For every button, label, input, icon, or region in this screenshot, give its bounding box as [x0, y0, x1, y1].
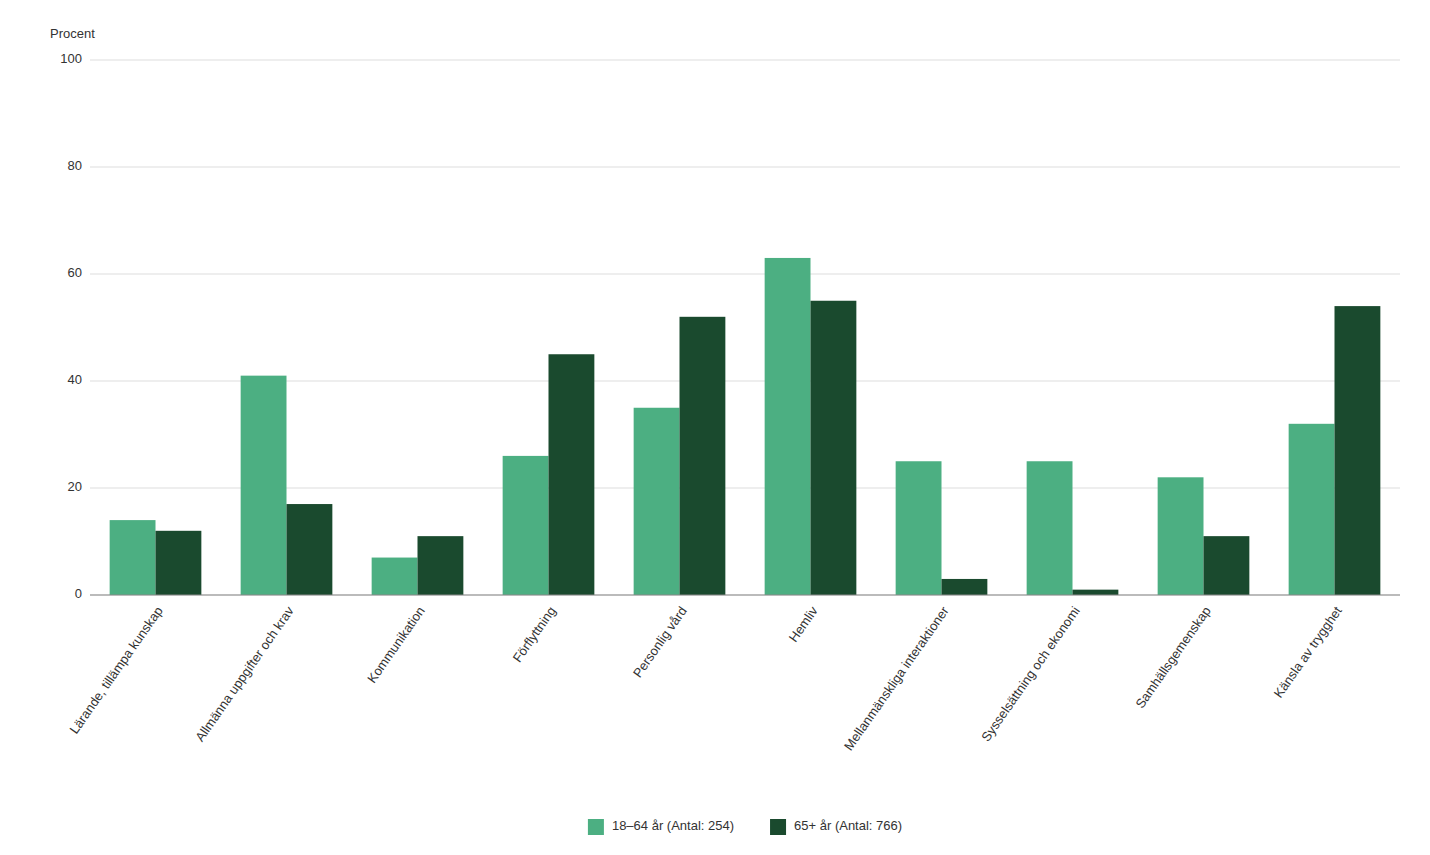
x-tick-label: Hemliv [786, 603, 821, 645]
y-axis-label: Procent [50, 26, 95, 41]
bar [1158, 477, 1204, 595]
bar [811, 301, 857, 595]
bar [765, 258, 811, 595]
x-tick-label: Personlig vård [630, 604, 690, 681]
legend-item: 18–64 år (Antal: 254) [588, 818, 734, 835]
x-tick-label: Mellanmänskliga interaktioner [841, 603, 952, 753]
legend-label: 18–64 år (Antal: 254) [612, 818, 734, 833]
x-tick-label: Känsla av trygghet [1271, 603, 1345, 700]
bar [1027, 461, 1073, 595]
x-tick-label: Kommunikation [364, 604, 428, 686]
page: {"chart_data": {"type": "bar", "y_label"… [0, 0, 1430, 855]
bar [241, 376, 287, 595]
bar [1335, 306, 1381, 595]
bar [156, 531, 202, 595]
grid-line [90, 167, 1400, 168]
bar [1289, 424, 1335, 595]
bar [287, 504, 333, 595]
bar [634, 408, 680, 595]
x-axis: Lärande, tillämpa kunskap Allmänna uppgif… [66, 603, 1345, 753]
y-tick-label: 80 [68, 158, 82, 173]
y-tick-label: 60 [68, 265, 82, 280]
bar [110, 520, 156, 595]
bar [418, 536, 464, 595]
legend-swatch [770, 819, 786, 835]
grid-line [90, 274, 1400, 275]
x-tick-label: Förflyttning [510, 604, 559, 665]
bars [110, 258, 1381, 595]
x-tick-label: Samhällsgemenskap [1132, 604, 1214, 711]
grid-line [90, 60, 1400, 61]
bar [680, 317, 726, 595]
x-tick-label: Allmänna uppgifter och krav [192, 603, 297, 744]
legend-item: 65+ år (Antal: 766) [770, 818, 902, 835]
bar [1204, 536, 1250, 595]
x-tick-label: Lärande, tillämpa kunskap [66, 604, 165, 737]
bar [503, 456, 549, 595]
bar [1073, 590, 1119, 595]
bar [896, 461, 942, 595]
y-tick-label: 20 [68, 479, 82, 494]
x-tick-label: Sysselsättning och ekonomi [978, 604, 1083, 745]
bar [372, 558, 418, 595]
y-tick-label: 100 [60, 51, 82, 66]
chart-svg: 0 20 40 60 80 100 Procent Lärande, tillämpa kun… [0, 0, 1430, 855]
legend-label: 65+ år (Antal: 766) [794, 818, 902, 833]
y-tick-label: 0 [75, 586, 82, 601]
bar [942, 579, 988, 595]
bar [549, 354, 595, 595]
x-axis-line [90, 595, 1400, 596]
legend: 18–64 år (Antal: 254) 65+ år (Antal: 766) [588, 818, 902, 835]
chart-container: 0 20 40 60 80 100 Procent Lärande, tillämpa kun… [0, 0, 1430, 855]
grid [90, 60, 1400, 595]
y-axis: 0 20 40 60 80 100 [60, 51, 82, 601]
y-tick-label: 40 [68, 372, 82, 387]
grid-line [90, 595, 1400, 596]
legend-swatch [588, 819, 604, 835]
